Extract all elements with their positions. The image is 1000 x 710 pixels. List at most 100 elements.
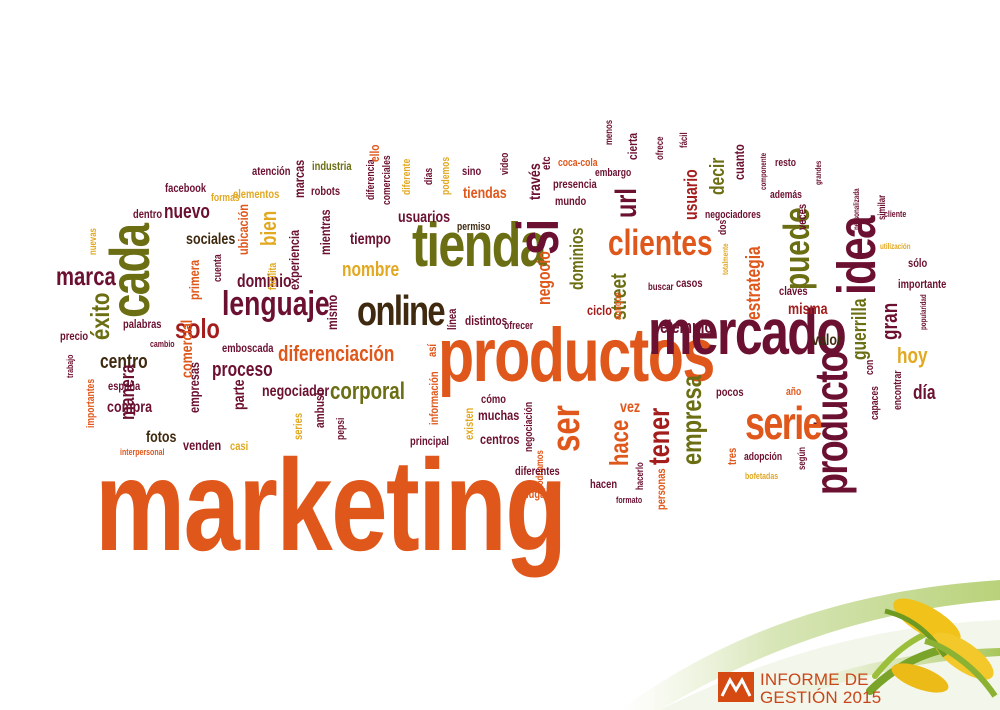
cloud-word: así [425,343,439,357]
cloud-word: capaces [869,386,881,420]
cloud-word: formato [616,495,643,505]
cloud-word: bofetadas [745,471,779,481]
cloud-word: venden [183,437,222,453]
cloud-word: con [864,359,876,375]
cloud-word: diferente [401,158,413,195]
cloud-word: diferencia [365,159,377,200]
corn-illustration [866,598,998,698]
cloud-word: empresa [676,375,707,465]
cloud-word: pepsi [335,417,347,440]
logo-title-line2: GESTIÓN 2015 [760,688,882,707]
cloud-word: casi [230,439,249,453]
cloud-word: cómo [481,392,506,406]
cloud-word: componente [759,152,768,190]
cloud-word: negociadores [705,209,761,221]
cloud-word: ambush [312,389,327,428]
cloud-word: información [427,371,441,425]
cloud-word: atención [252,164,291,178]
cloud-word: ello [367,144,382,162]
cloud-word: importante [898,277,947,291]
cloud-word: video [499,152,511,175]
cloud-word: robots [311,184,341,198]
cloud-word: primera [186,259,202,300]
cloud-word: precio [60,329,89,343]
cloud-word: resto [775,157,796,169]
cloud-word: online [357,287,446,334]
cloud-word: tiendas [463,185,507,202]
cloud-word: presencia [553,177,597,191]
cloud-word: embargo [595,167,632,179]
cloud-word: éxito [85,292,115,340]
cloud-word: experiencia [286,229,302,290]
cloud-word: guerrilla [849,298,871,360]
logo-mark-icon [718,672,754,702]
cloud-word: marcas [291,159,307,198]
cloud-word: nuevas [88,228,99,255]
cloud-word: coca-cola [558,157,598,169]
cloud-word: centros [480,431,520,447]
cloud-word: bien [256,210,281,246]
cloud-word: misma [788,301,828,318]
cloud-word: adopción [744,451,783,463]
cloud-word: formas [211,192,240,204]
logo-title-line1: INFORME DE [760,670,869,689]
cloud-word: negociador [262,383,330,400]
cloud-word: trabajo [65,354,75,378]
report-logo: INFORME DE GESTIÓN 2015 [718,666,918,707]
cloud-word: industria [312,159,352,173]
cloud-word: ejemplo [660,317,714,337]
cloud-word: nuevo [164,201,210,223]
cloud-word: sociales [186,231,236,248]
cloud-word: elementos [233,187,280,201]
cloud-word: ubicación [235,204,251,255]
cloud-word: sólo [908,256,928,270]
cloud-word: cliente [884,209,907,219]
cloud-word: tres [725,447,739,465]
cloud-word: cuanto [731,144,747,180]
cloud-word: además [770,189,802,201]
cloud-word: facilita [267,262,279,290]
cloud-word: casos [676,276,703,290]
cloud-word: mismo [324,294,340,330]
cloud-word: grandes [814,160,823,185]
cloud-word: veces [795,203,809,230]
cloud-word: proceso [212,359,273,381]
cloud-word: ofrecer [504,320,534,332]
cloud-word: aunque [613,292,624,320]
cloud-word: diferentes [515,464,560,478]
cloud-word: ser [544,405,588,452]
cloud-word: dominios [567,227,587,290]
cloud-word: corporal [330,378,405,405]
cloud-word: popularidad [919,294,928,330]
cloud-word: cierta [625,132,640,160]
cloud-word: series [291,412,305,440]
cloud-word: tener [643,407,676,465]
cloud-word: decir [707,157,729,195]
cloud-word: nombre [342,259,400,281]
cloud-word: claves [779,284,808,298]
cloud-word: negocio [534,251,554,305]
cloud-word: ofrece [655,136,666,160]
cloud-word: negociación [523,401,535,452]
cloud-word: pocos [716,385,744,399]
cloud-word: dos [717,219,729,235]
cloud-word: mundo [555,194,587,208]
cloud-word: clientes [608,222,713,263]
cloud-word: distintos [465,313,508,328]
cloud-word: sino [462,164,482,178]
cloud-word: existen [462,407,476,440]
cloud-word: según [797,447,808,470]
cloud-word: hace [604,419,634,466]
cloud-word: vez [620,399,641,416]
cloud-word: gran [877,302,902,340]
cloud-word: cuenta [212,254,224,282]
cloud-word: ciclo [587,302,612,318]
cloud-word: línea [445,308,459,330]
cloud-word: diferenciación [278,341,395,366]
cloud-word: valor [812,332,842,349]
cloud-word: facebook [165,181,207,195]
cloud-word: muchas [478,407,520,423]
cloud-word: hacen [590,477,618,491]
cloud-word: españa [108,379,141,393]
cloud-word: personas [654,468,668,510]
